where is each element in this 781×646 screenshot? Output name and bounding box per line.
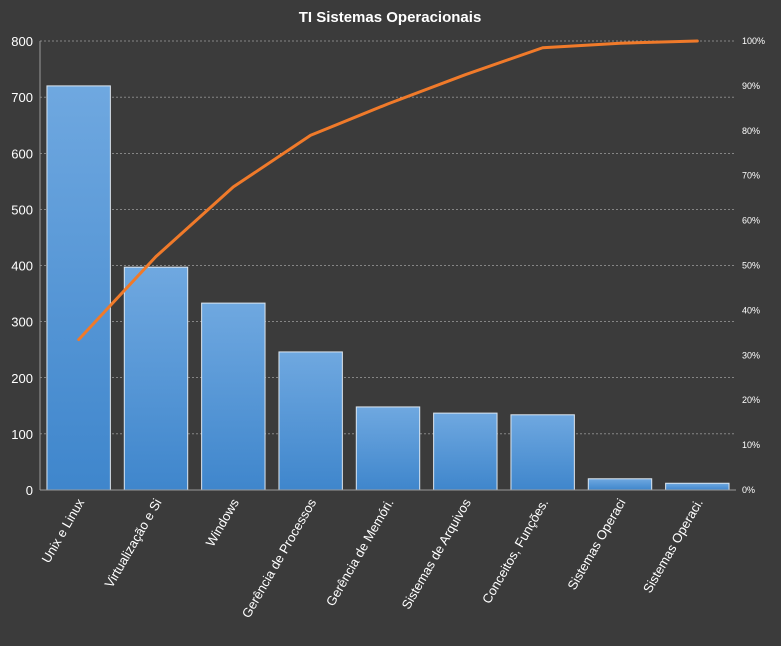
bar bbox=[278, 351, 343, 491]
y2-axis-ticks: 0% 10% 20% 30% 40% 50% 60% 70% 80% 90% 100% bbox=[742, 36, 765, 495]
y-tick-label: 400 bbox=[11, 259, 33, 274]
y-axis-ticks: 0 100 200 300 400 500 600 700 800 bbox=[11, 34, 33, 498]
bar bbox=[123, 266, 189, 491]
x-tick-label: Sistemas Operaci bbox=[564, 496, 628, 592]
y-tick-label: 300 bbox=[11, 315, 33, 330]
x-tick-label: Unix e Linux bbox=[39, 496, 88, 566]
y-tick-label: 700 bbox=[11, 90, 33, 105]
y2-tick-label: 50% bbox=[742, 261, 760, 271]
bar bbox=[665, 482, 730, 491]
y-tick-label: 0 bbox=[26, 483, 33, 498]
y-tick-label: 600 bbox=[11, 146, 33, 161]
bar bbox=[46, 85, 111, 491]
y2-tick-label: 90% bbox=[742, 81, 760, 91]
y-tick-label: 100 bbox=[11, 427, 33, 442]
bars bbox=[46, 85, 730, 491]
y2-tick-label: 30% bbox=[742, 350, 760, 360]
x-tick-label: Gerência de Processos bbox=[239, 496, 320, 621]
y-tick-label: 200 bbox=[11, 371, 33, 386]
y2-tick-label: 100% bbox=[742, 36, 765, 46]
bar bbox=[355, 406, 421, 491]
y2-tick-label: 20% bbox=[742, 395, 760, 405]
y2-tick-label: 80% bbox=[742, 126, 760, 136]
bar bbox=[510, 414, 575, 491]
y2-tick-label: 40% bbox=[742, 305, 760, 315]
cumulative-line bbox=[77, 39, 699, 342]
x-axis-ticks: Unix e Linux Virtualização e Si WindowsGer… bbox=[39, 496, 706, 621]
x-tick-label: Windows bbox=[203, 496, 243, 550]
y2-tick-label: 0% bbox=[742, 485, 755, 495]
y-tick-label: 800 bbox=[11, 34, 33, 49]
y-tick-label: 500 bbox=[11, 202, 33, 217]
y2-tick-label: 10% bbox=[742, 440, 760, 450]
x-tick-label: Conceitos, Funções. bbox=[479, 496, 551, 606]
y2-tick-label: 70% bbox=[742, 171, 760, 181]
x-tick-label: Virtualização e Si bbox=[101, 496, 164, 590]
y2-tick-label: 60% bbox=[742, 216, 760, 226]
axes bbox=[39, 41, 736, 491]
x-tick-label: Sistemas Operaci. bbox=[640, 496, 706, 595]
x-tick-label: Sistemas de Arquivos bbox=[398, 496, 474, 612]
cumulative-percent-line bbox=[77, 39, 699, 342]
bar bbox=[433, 412, 498, 491]
x-tick-label: Gerência de Memóri. bbox=[323, 496, 397, 609]
bar bbox=[587, 478, 653, 491]
chart-title: TI Sistemas Operacionais bbox=[299, 9, 482, 26]
bar bbox=[201, 302, 266, 491]
